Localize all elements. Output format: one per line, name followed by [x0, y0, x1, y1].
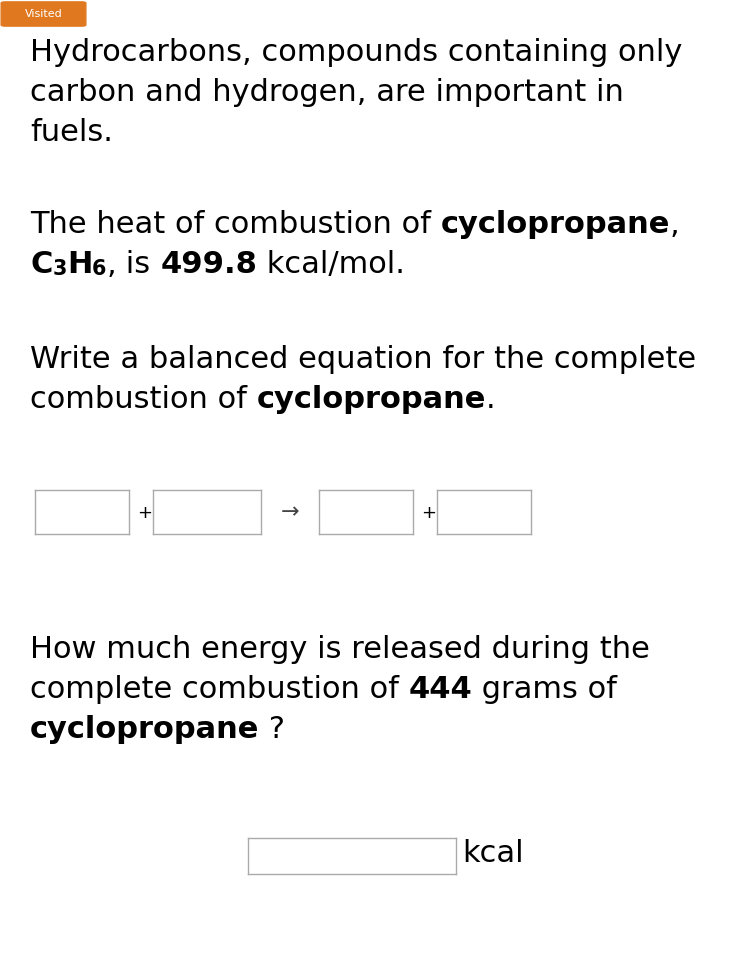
Text: carbon and hydrogen, are important in: carbon and hydrogen, are important in [30, 78, 624, 107]
Text: kcal: kcal [462, 839, 523, 868]
Text: grams of: grams of [472, 675, 618, 704]
Text: Visited: Visited [25, 9, 63, 19]
Text: cyclopropane: cyclopropane [256, 385, 486, 414]
Text: 499.8: 499.8 [160, 250, 257, 279]
Text: +: + [421, 504, 436, 522]
FancyBboxPatch shape [2, 2, 86, 26]
Text: 3: 3 [52, 259, 67, 279]
Text: C: C [30, 250, 52, 279]
Text: Write a balanced equation for the complete: Write a balanced equation for the comple… [30, 345, 696, 374]
Text: ?: ? [259, 715, 285, 744]
Text: cyclopropane: cyclopropane [440, 210, 670, 239]
Text: 6: 6 [92, 259, 106, 279]
Text: ,: , [670, 210, 680, 239]
Text: ,: , [106, 250, 116, 279]
Text: 444: 444 [409, 675, 472, 704]
Text: +: + [137, 504, 152, 522]
Text: combustion of: combustion of [30, 385, 256, 414]
Text: The heat of combustion of: The heat of combustion of [30, 210, 440, 239]
Text: fuels.: fuels. [30, 118, 113, 147]
Text: kcal/mol.: kcal/mol. [257, 250, 405, 279]
Text: Hydrocarbons, compounds containing only: Hydrocarbons, compounds containing only [30, 38, 682, 67]
Text: is: is [116, 250, 160, 279]
Text: →: → [280, 502, 299, 522]
Text: How much energy is released during the: How much energy is released during the [30, 635, 650, 664]
Text: .: . [486, 385, 495, 414]
Text: cyclopropane: cyclopropane [30, 715, 259, 744]
Text: complete combustion of: complete combustion of [30, 675, 409, 704]
Text: H: H [67, 250, 92, 279]
